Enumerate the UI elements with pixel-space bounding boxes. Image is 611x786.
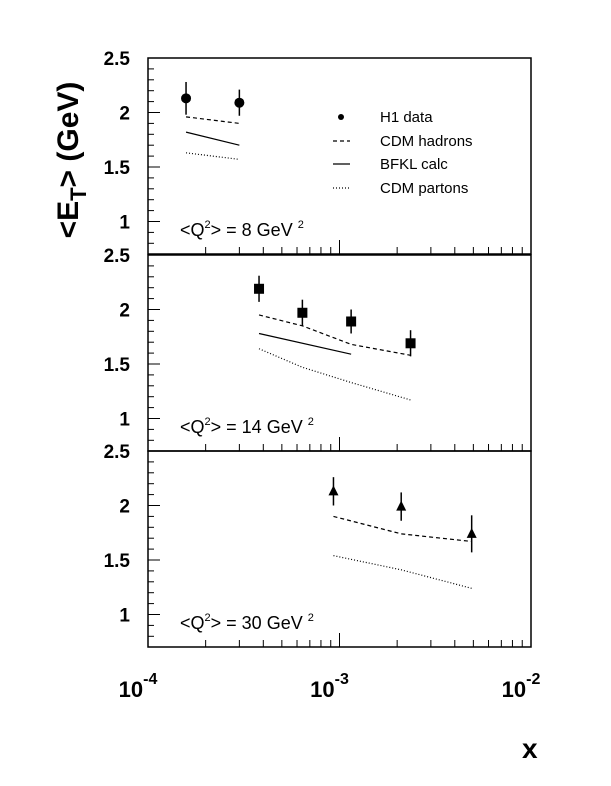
h1-data-point (405, 338, 416, 349)
x-tick-exp: -4 (143, 671, 157, 688)
x-tick-exp: -2 (526, 671, 540, 688)
y-tick-label: 2 (119, 497, 130, 518)
q2-label-part: <Q (180, 417, 205, 437)
y-tick-label: 1 (119, 606, 130, 627)
y-tick-label: 2.5 (104, 246, 131, 267)
h1-data-point (254, 283, 265, 294)
legend-marker-h1 (338, 114, 344, 120)
x-tick-base: 10 (502, 677, 526, 702)
y-tick-label: 2.5 (104, 49, 131, 70)
h1-data-point (234, 97, 245, 108)
cdm-partons-line (333, 555, 472, 589)
h1-data-point (181, 93, 192, 104)
x-axis-title: x (522, 733, 538, 764)
h1-data-point (297, 307, 308, 318)
q2-label: <Q2> = 8 GeV 2 (180, 219, 304, 240)
y-axis-title: <ET> (GeV) (52, 82, 91, 239)
y-title-close: > (GeV) (52, 82, 85, 188)
q2-label-part: > = 14 GeV (211, 417, 303, 437)
q2-label: <Q2> = 14 GeV 2 (180, 416, 314, 437)
y-tick-label: 2.5 (104, 442, 131, 463)
x-tick-label: 10-2 (502, 671, 541, 702)
legend-label: BFKL calc (380, 156, 448, 173)
x-tick-base: 10 (310, 677, 334, 702)
y-tick-label: 1 (119, 213, 130, 234)
panel-1: 2.521.51 <Q2> = 8 GeV 2 (104, 49, 532, 255)
cdm-hadrons-line (185, 116, 240, 124)
bfkl-line (258, 332, 352, 355)
q2-label-part: 2 (205, 219, 211, 231)
cdm-partons-line (258, 348, 411, 401)
x-tick-base: 10 (119, 677, 143, 702)
cdm-hadrons-line (333, 515, 472, 543)
q2-label-part: <Q (180, 220, 205, 240)
h1-data-point (328, 485, 339, 496)
y-tick-label: 1.5 (104, 551, 131, 572)
legend-label: CDM hadrons (380, 133, 473, 150)
q2-label-part: 2 (308, 416, 314, 428)
y-tick-label: 2 (119, 104, 130, 125)
q2-label-part: > = 30 GeV (211, 613, 303, 633)
panel-3: 2.521.51 <Q2> = 30 GeV 2 (104, 442, 532, 648)
h1-data-point (396, 500, 407, 511)
cdm-partons-line (185, 152, 240, 160)
legend: H1 data CDM hadrons BFKL calc CDM partons (333, 109, 473, 197)
legend-label: CDM partons (380, 180, 468, 197)
x-tick-exp: -3 (335, 671, 349, 688)
y-tick-label: 1.5 (104, 355, 131, 376)
panel-2: 2.521.51 <Q2> = 14 GeV 2 (104, 246, 532, 452)
bfkl-line (185, 131, 240, 146)
q2-label-part: 2 (298, 219, 304, 231)
y-tick-label: 1.5 (104, 158, 131, 179)
y-tick-label: 2 (119, 301, 130, 322)
x-tick-label: 10-3 (310, 671, 349, 702)
cdm-hadrons-line (258, 314, 411, 356)
legend-label: H1 data (380, 109, 433, 126)
q2-label-part: 2 (205, 612, 211, 624)
y-tick-label: 1 (119, 410, 130, 431)
h1-data-point (466, 527, 477, 538)
q2-label-part: 2 (308, 612, 314, 624)
x-tick-label: 10-4 (119, 671, 158, 702)
q2-label-part: <Q (180, 613, 205, 633)
q2-label-part: > = 8 GeV (211, 220, 293, 240)
q2-label-part: 2 (205, 416, 211, 428)
h1-data-point (346, 316, 357, 327)
y-title-sub: T (66, 187, 91, 201)
svg-text:<ET> (GeV): <ET> (GeV) (52, 82, 91, 239)
q2-label: <Q2> = 30 GeV 2 (180, 612, 314, 633)
y-title-open: <E (52, 201, 85, 239)
